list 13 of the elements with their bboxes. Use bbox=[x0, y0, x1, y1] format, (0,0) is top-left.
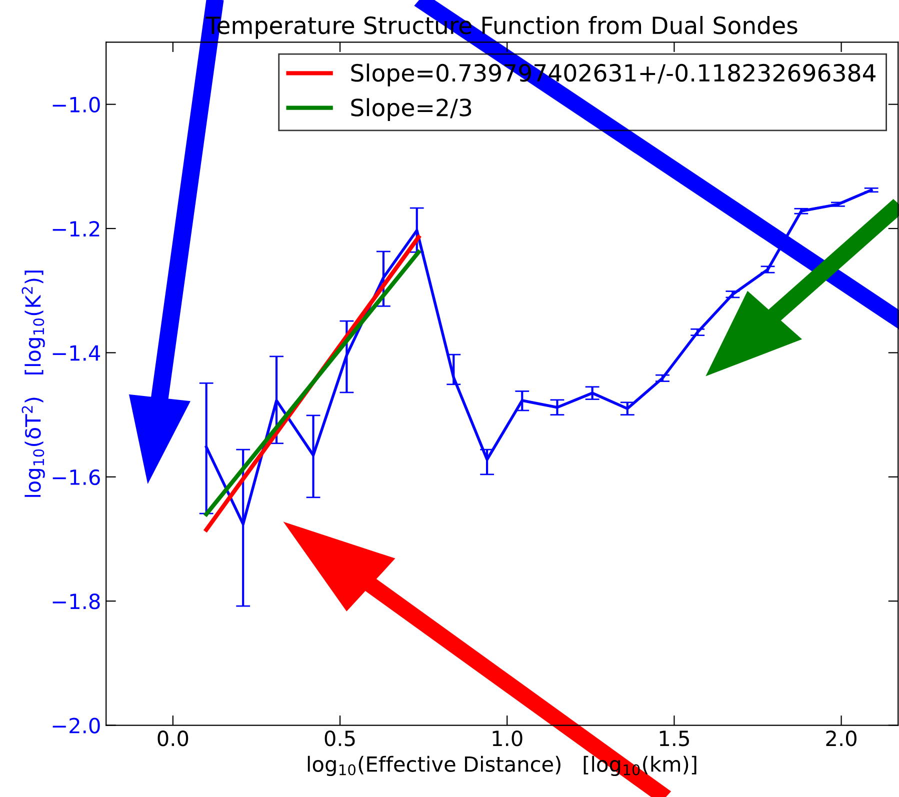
y-tick-label: −1.0 bbox=[52, 96, 100, 113]
text: log$_{10}$(δT$^{2}$) [log$_{10}$(K$^{2}$)] bbox=[22, 270, 45, 497]
x-tick-label: 1.0 bbox=[492, 730, 522, 746]
x-tick-label: 0.0 bbox=[158, 730, 188, 746]
y-tick-label: −2.0 bbox=[52, 718, 100, 734]
y-tick-label: −1.2 bbox=[52, 220, 100, 236]
x-tick-label: 0.5 bbox=[324, 730, 355, 746]
y-tick-label: −1.4 bbox=[52, 345, 100, 361]
legend-label: Slope=2/3 bbox=[351, 98, 472, 121]
x-tick-label: 2.0 bbox=[826, 730, 856, 746]
y-tick-label: −1.8 bbox=[52, 594, 100, 610]
y-tick-label: −1.6 bbox=[52, 469, 100, 486]
x-tick-label: 1.5 bbox=[660, 730, 689, 746]
